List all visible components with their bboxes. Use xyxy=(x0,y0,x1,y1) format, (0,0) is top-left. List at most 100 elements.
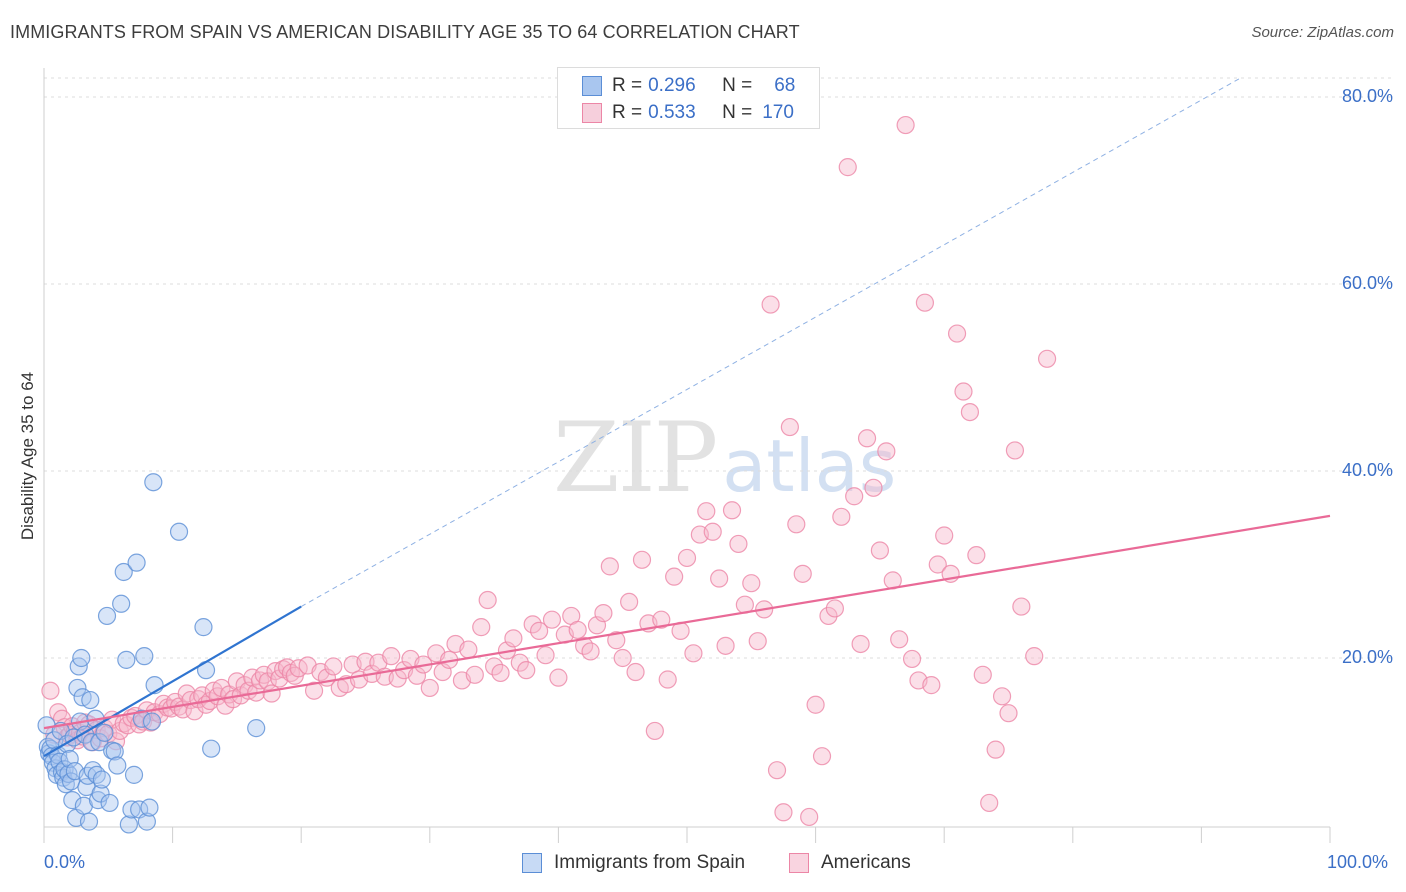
americans-point xyxy=(986,740,1005,759)
americans-point xyxy=(864,478,883,497)
americans-point xyxy=(658,670,677,689)
americans-point xyxy=(812,747,832,766)
spain-point xyxy=(142,712,162,731)
americans-point xyxy=(825,599,844,618)
americans-point xyxy=(915,293,935,312)
spain-point xyxy=(97,606,117,626)
americans-point xyxy=(877,442,896,461)
americans-point xyxy=(793,564,812,583)
spain-point xyxy=(124,765,144,784)
y-tick-label: 60.0% xyxy=(1341,273,1393,293)
spain-point xyxy=(140,798,159,817)
americans-point xyxy=(703,522,722,541)
watermark-zip: ZIP xyxy=(553,402,718,514)
americans-point xyxy=(857,429,877,448)
americans-point xyxy=(594,604,613,623)
americans-point xyxy=(262,684,281,703)
zipatlas-watermark: ZIPatlas xyxy=(553,402,896,514)
spain-point xyxy=(79,812,99,831)
americans-point xyxy=(973,665,992,684)
americans-point xyxy=(491,663,510,683)
americans-point xyxy=(536,646,555,665)
americans-point xyxy=(947,324,967,343)
spain-point xyxy=(194,618,213,637)
americans-point xyxy=(645,721,664,741)
americans-point xyxy=(748,632,767,651)
americans-point xyxy=(729,534,748,554)
spain-point xyxy=(169,522,189,541)
americans-point xyxy=(774,803,793,822)
americans-point xyxy=(632,550,652,569)
americans-point xyxy=(710,569,729,588)
legend-swatch-americans xyxy=(789,853,809,873)
spain-point xyxy=(132,709,151,728)
americans-point xyxy=(465,665,484,684)
americans-point xyxy=(935,526,954,545)
n-label: N = xyxy=(722,75,753,96)
y-tick-label: 80.0% xyxy=(1341,86,1393,106)
americans-point xyxy=(1005,441,1025,460)
source-label: Source: ZipAtlas.com xyxy=(1251,24,1394,41)
trend-lines xyxy=(43,514,1331,758)
americans-point xyxy=(780,417,799,437)
americans-point xyxy=(472,618,491,637)
r-value: 0.296 xyxy=(648,75,696,96)
stats-box: R = 0.296 N = 68 R = 0.533 N = 170 xyxy=(557,67,820,129)
americans-point xyxy=(761,295,780,314)
spain-point xyxy=(100,793,119,813)
americans-point xyxy=(1037,349,1057,368)
spain-point xyxy=(108,756,127,775)
n-value: 170 xyxy=(762,102,794,123)
r-value: 0.533 xyxy=(648,102,696,123)
americans-point xyxy=(697,502,716,521)
legend: Immigrants from Spain Americans xyxy=(0,852,1406,878)
americans-point xyxy=(549,668,568,687)
spain-point xyxy=(144,473,163,492)
spain-point xyxy=(202,739,221,758)
americans-point xyxy=(838,158,857,177)
americans-point xyxy=(510,653,529,672)
axes xyxy=(43,68,1331,843)
americans-point xyxy=(922,676,941,695)
spain-point xyxy=(95,723,114,742)
americans-point xyxy=(928,555,947,574)
americans-point xyxy=(787,515,806,534)
americans-point xyxy=(992,687,1012,706)
spain-point xyxy=(247,719,266,738)
stats-row-americans: R = 0.533 N = 170 xyxy=(582,100,794,126)
americans-point xyxy=(304,681,324,700)
spain-point xyxy=(127,553,146,572)
americans-point xyxy=(722,501,742,520)
americans-point xyxy=(677,548,697,568)
stats-row-spain: R = 0.296 N = 68 xyxy=(582,73,795,99)
americans-point xyxy=(902,649,922,669)
americans-point xyxy=(806,695,825,714)
americans-point xyxy=(542,610,562,629)
spain-trend-line xyxy=(43,605,302,758)
americans-point xyxy=(420,678,439,698)
spain-point xyxy=(112,594,131,613)
americans-point xyxy=(960,402,980,422)
americans-point xyxy=(607,631,626,650)
spain-point xyxy=(117,650,136,669)
americans-point xyxy=(742,574,761,593)
legend-label-americans: Americans xyxy=(821,852,911,873)
stats-swatch-americans xyxy=(582,103,602,123)
americans-point xyxy=(485,657,504,676)
n-value: 68 xyxy=(774,75,796,96)
americans-point xyxy=(665,567,684,586)
legend-swatch-spain xyxy=(522,853,542,873)
series-spain-points xyxy=(37,473,266,834)
legend-item-americans[interactable]: Americans xyxy=(789,852,911,874)
legend-item-spain[interactable]: Immigrants from Spain xyxy=(522,852,745,874)
americans-point xyxy=(530,621,549,640)
chart-title: IMMIGRANTS FROM SPAIN VS AMERICAN DISABI… xyxy=(10,22,800,42)
americans-point xyxy=(999,704,1018,723)
spain-point xyxy=(122,800,141,819)
spain-point xyxy=(82,733,101,752)
americans-point xyxy=(478,590,497,610)
americans-point xyxy=(1012,597,1031,616)
americans-point xyxy=(517,661,536,680)
y-axis-label: Disability Age 35 to 64 xyxy=(18,371,37,541)
americans-point xyxy=(767,761,787,780)
